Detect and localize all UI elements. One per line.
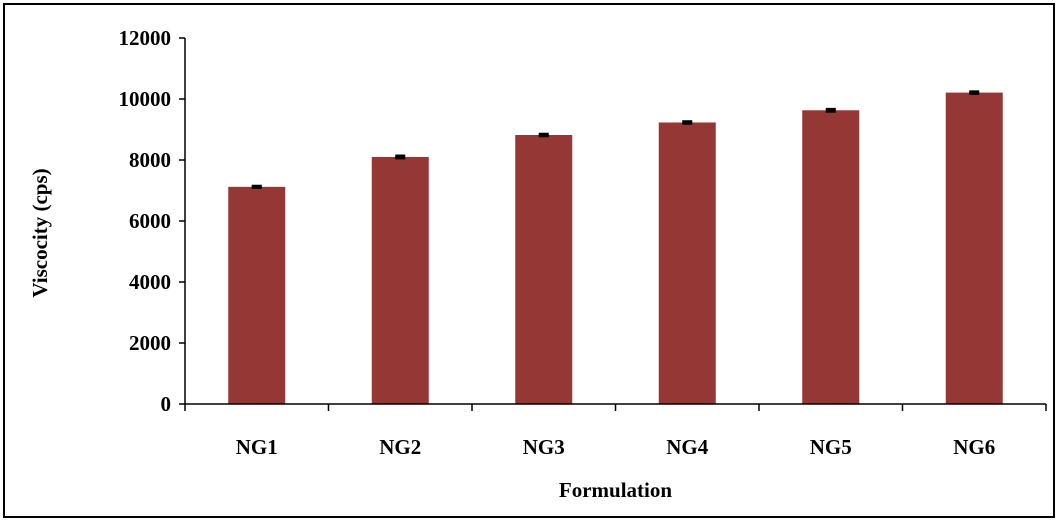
bar-ng6 — [945, 92, 1003, 404]
y-tick-label-4000: 4000 — [129, 270, 171, 294]
error-bars-layer — [251, 90, 980, 189]
y-axis-title: Viscocity (cps) — [28, 168, 52, 297]
bar-ng4 — [658, 122, 716, 405]
bar-ng2 — [371, 156, 429, 404]
error-bar-ng2 — [395, 154, 406, 160]
bars-layer — [228, 92, 1003, 405]
y-tick-label-6000: 6000 — [129, 209, 171, 233]
x-tick-label-ng3: NG3 — [523, 435, 565, 459]
error-bar-ng5 — [825, 107, 836, 113]
y-tick-label-0: 0 — [161, 392, 172, 416]
bar-chart: NG1 NG2 NG3 NG4 NG5 NG6 0 2000 4000 6000 8000 10000… — [28, 26, 1047, 502]
chart-frame: NG1 NG2 NG3 NG4 NG5 NG6 0 2000 4000 6000 8000 10000… — [3, 3, 1055, 518]
bar-ng5 — [802, 110, 860, 404]
y-tick-label-10000: 10000 — [119, 87, 172, 111]
x-tick-label-ng2: NG2 — [379, 435, 421, 459]
y-tick-label-8000: 8000 — [129, 148, 171, 172]
x-tick-label-ng6: NG6 — [953, 435, 995, 459]
axes-layer — [179, 37, 1047, 411]
labels-layer: NG1 NG2 NG3 NG4 NG5 NG6 0 2000 4000 6000 8000 10000… — [119, 26, 996, 459]
x-tick-label-ng5: NG5 — [810, 435, 852, 459]
error-bar-ng6 — [969, 90, 980, 95]
bar-ng3 — [515, 134, 573, 405]
x-axis-title: Formulation — [559, 478, 672, 502]
error-bar-ng1 — [251, 184, 262, 189]
y-tick-label-2000: 2000 — [129, 331, 171, 355]
x-tick-label-ng1: NG1 — [236, 435, 278, 459]
y-tick-label-12000: 12000 — [119, 26, 172, 50]
error-bar-ng4 — [682, 120, 693, 125]
error-bar-ng3 — [538, 132, 549, 138]
bar-ng1 — [228, 186, 286, 404]
x-tick-label-ng4: NG4 — [666, 435, 709, 459]
